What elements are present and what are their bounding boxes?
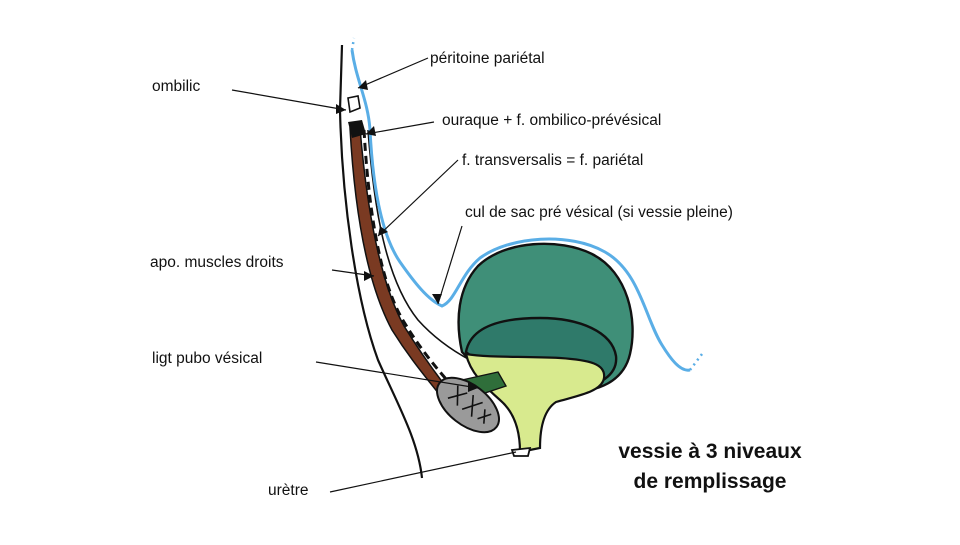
leader-uretre (329, 451, 517, 493)
title-line-2: de remplissage (633, 470, 787, 493)
parietal-peritoneum (350, 49, 691, 372)
urachus-tip (348, 120, 366, 138)
urethra-opening (510, 446, 532, 457)
transversalis-fascia-line (367, 129, 471, 361)
posterior-aponeurosis-dashes (362, 129, 454, 387)
label-peritoine-parietal: péritoine pariétal (430, 50, 545, 67)
pubic-bone (436, 376, 500, 434)
peritoneum-dotted-end-top (350, 37, 356, 51)
leader-ombilic (231, 89, 347, 111)
label-ouraque: ouraque + f. ombilico-prévésical (442, 112, 662, 129)
leader-transversalis (377, 159, 459, 237)
umbilicus-shape (347, 95, 361, 114)
label-cul-de-sac: cul de sac pré vésical (si vessie pleine… (465, 204, 733, 221)
abdominal-wall-outline (338, 44, 424, 479)
leader-cul-de-sac (437, 225, 463, 305)
label-f-transversalis: f. transversalis = f. pariétal (462, 152, 644, 169)
label-ombilic: ombilic (152, 78, 201, 95)
label-ligt-pubo-vesical: ligt pubo vésical (152, 350, 263, 367)
leader-ouraque (365, 121, 435, 135)
label-apo-muscles-droits: apo. muscles droits (150, 254, 284, 271)
leader-ligt-pubo (315, 361, 479, 389)
label-uretre: urètre (268, 482, 309, 499)
leader-lines (231, 57, 517, 493)
title-line-1: vessie à 3 niveaux (618, 440, 802, 463)
peritoneum-dotted-end-right (689, 353, 703, 371)
arrowheads (336, 80, 478, 392)
leader-peritoine (357, 57, 429, 89)
